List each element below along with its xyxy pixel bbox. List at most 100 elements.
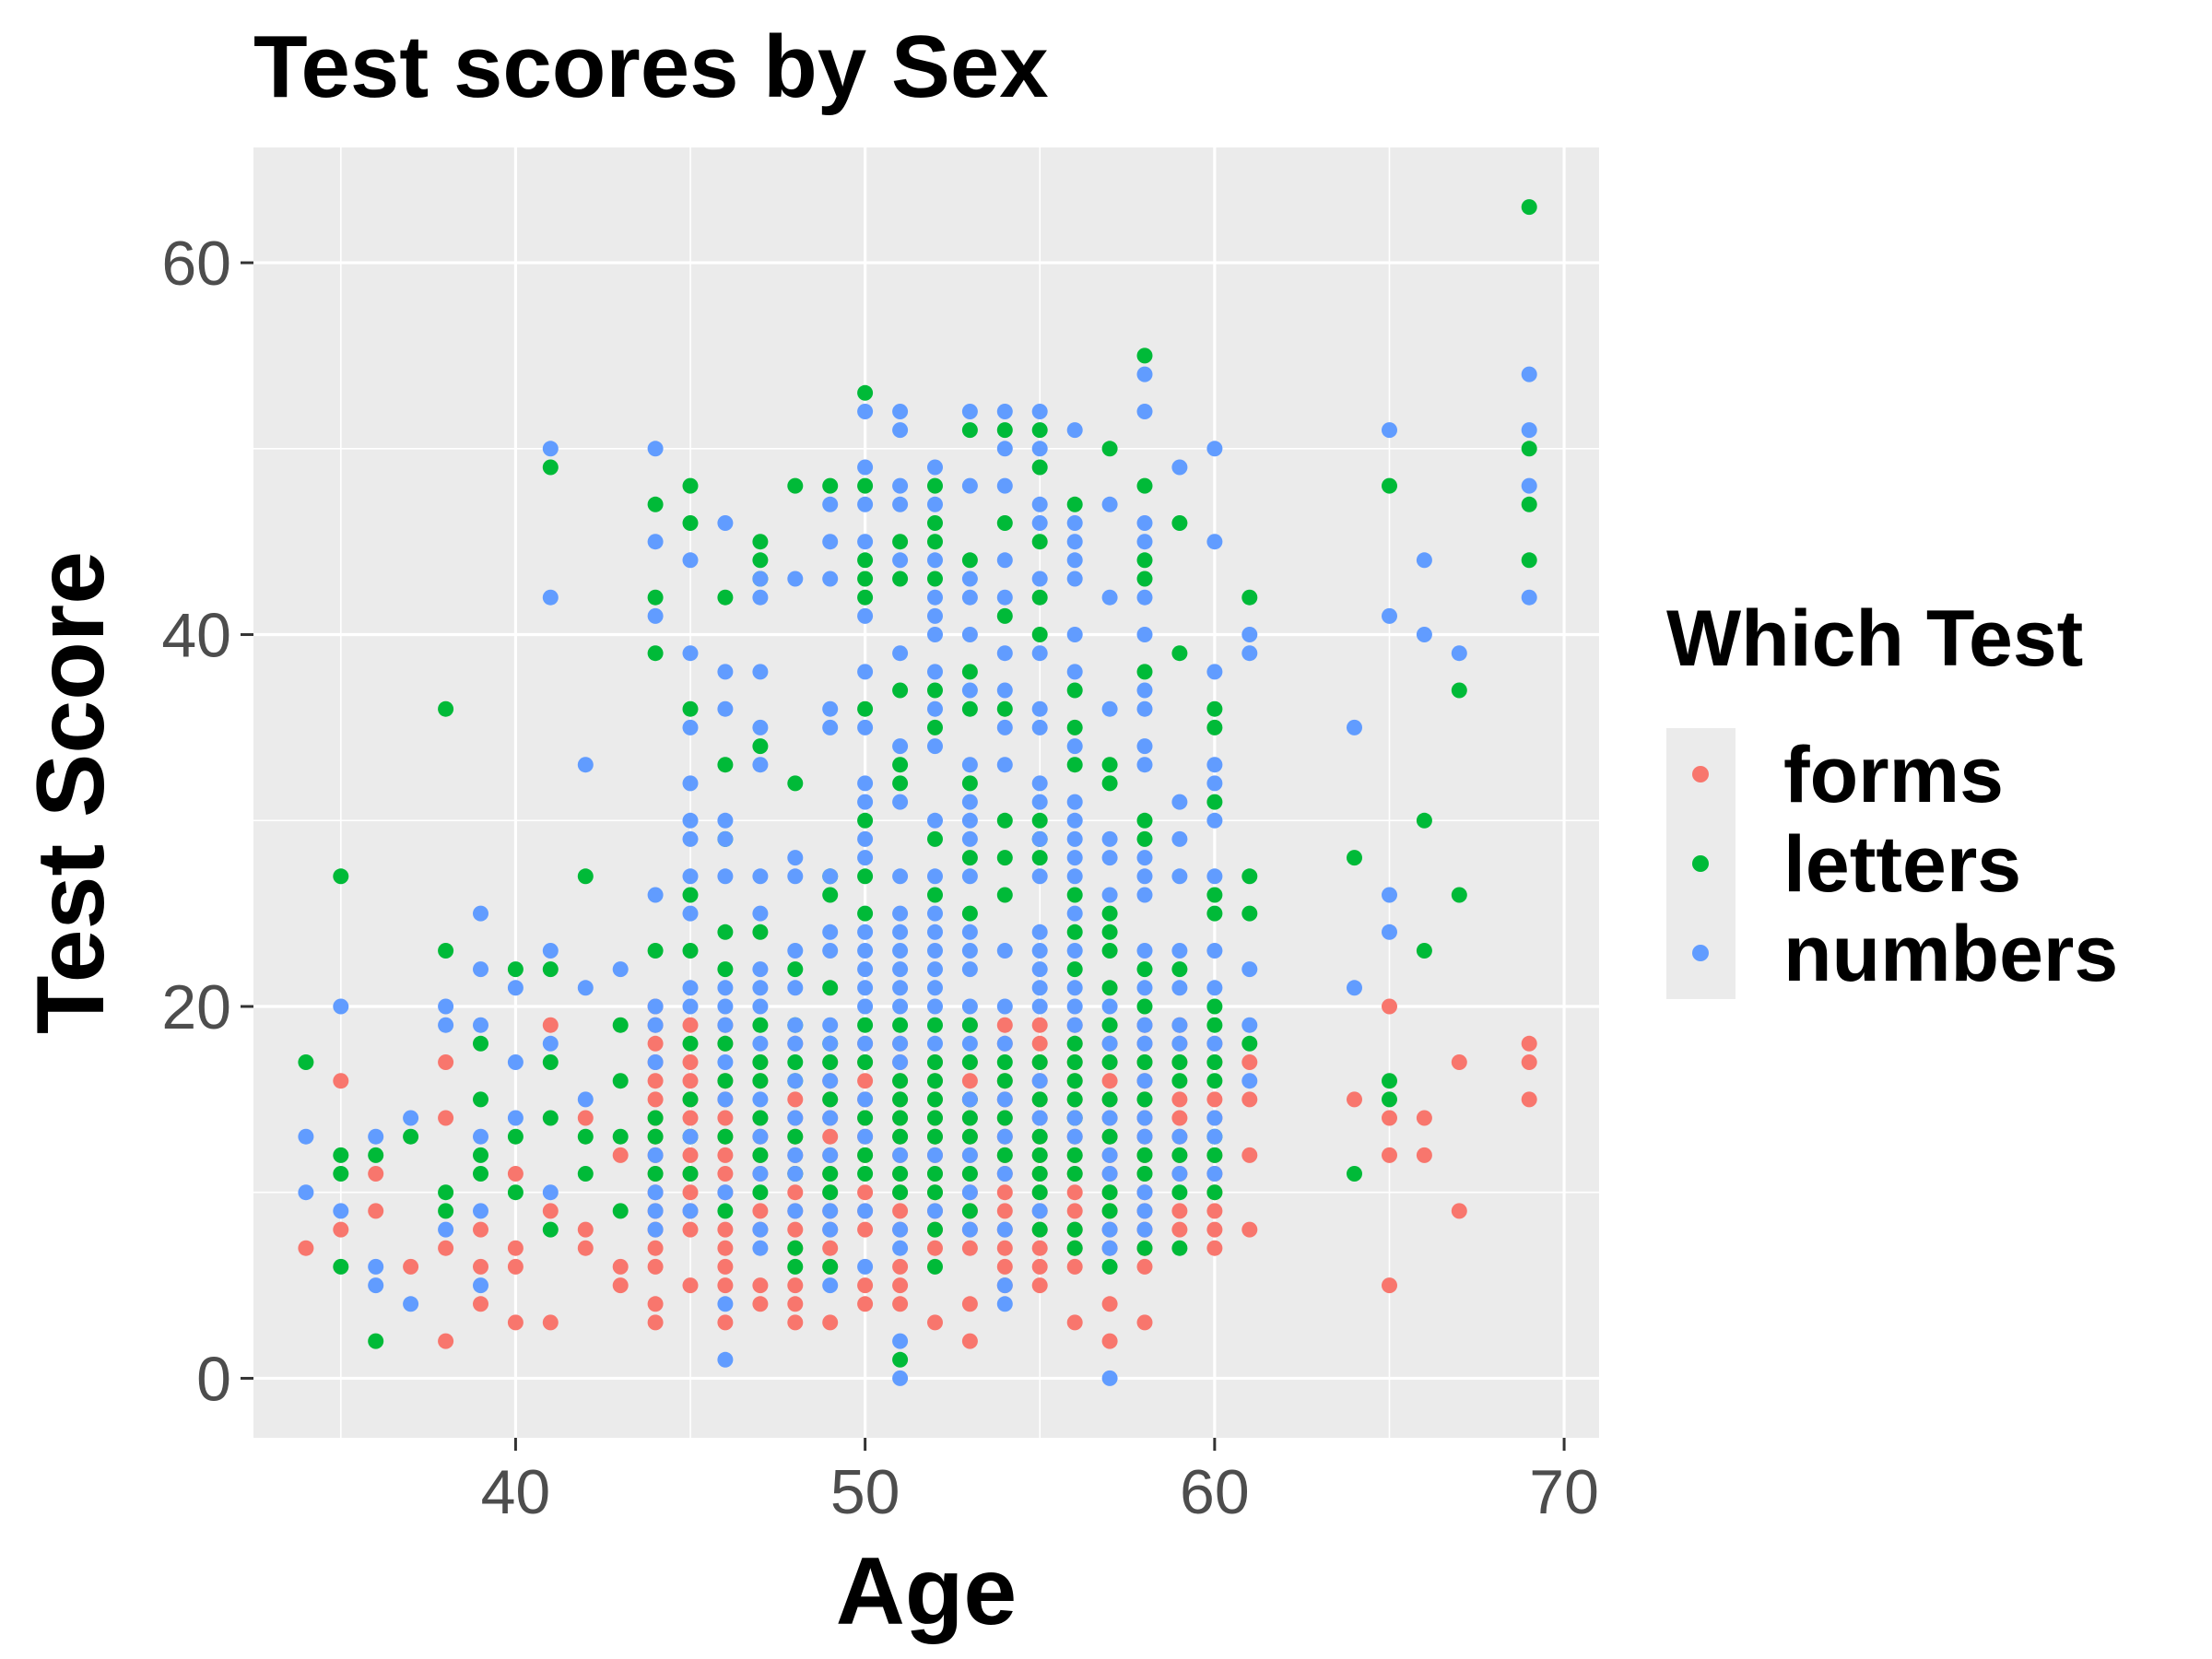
data-point (1066, 868, 1083, 885)
data-point (682, 775, 699, 792)
data-point (1206, 868, 1223, 885)
data-point (1101, 998, 1118, 1015)
data-point (787, 1258, 804, 1275)
y-axis: 0 20 40 60 (161, 229, 253, 1414)
data-point (403, 1258, 419, 1275)
data-point (717, 961, 734, 978)
data-point (822, 1240, 839, 1256)
data-point (927, 682, 943, 699)
data-point (1066, 961, 1083, 978)
data-point (927, 589, 943, 606)
data-point (927, 1240, 943, 1256)
data-point (682, 1203, 699, 1219)
data-point (787, 775, 804, 792)
data-point (473, 1203, 488, 1219)
data-point (1206, 998, 1223, 1015)
data-point (927, 1110, 943, 1126)
data-point (752, 664, 769, 680)
data-point (961, 1091, 978, 1108)
data-point (717, 1017, 734, 1033)
data-point (717, 1035, 734, 1052)
data-point (1136, 1203, 1153, 1219)
data-point (1521, 496, 1537, 512)
data-point (647, 1240, 664, 1256)
data-point (752, 1296, 769, 1312)
data-point (1451, 887, 1467, 903)
data-point (1101, 1054, 1118, 1070)
data-point (1241, 1091, 1258, 1108)
data-point (368, 1147, 384, 1163)
data-point (368, 1203, 384, 1219)
data-point (1031, 868, 1048, 885)
data-point (1136, 1184, 1153, 1201)
data-point (368, 1128, 384, 1145)
data-point (892, 1091, 909, 1108)
data-point (892, 1035, 909, 1052)
data-point (1066, 664, 1083, 680)
data-point (438, 998, 454, 1015)
data-point (1031, 1110, 1048, 1126)
data-point (647, 1221, 664, 1238)
data-point (822, 1258, 839, 1275)
data-point (961, 1073, 978, 1089)
data-point (717, 1073, 734, 1089)
data-point (438, 1333, 454, 1349)
data-point (717, 1221, 734, 1238)
data-point (1066, 1184, 1083, 1201)
data-point (682, 1017, 699, 1033)
data-point (927, 571, 943, 587)
data-point (996, 719, 1013, 735)
data-point (1206, 1110, 1223, 1126)
data-point (647, 1147, 664, 1163)
data-point (857, 1166, 874, 1182)
data-point (1241, 961, 1258, 978)
data-point (752, 924, 769, 940)
data-point (647, 943, 664, 959)
data-point (1171, 1110, 1188, 1126)
data-point (927, 812, 943, 829)
data-point (612, 1258, 629, 1275)
data-point (787, 961, 804, 978)
data-point (752, 738, 769, 755)
data-point (682, 1035, 699, 1052)
x-tick-label: 60 (1180, 1457, 1250, 1527)
data-point (1171, 1166, 1188, 1182)
data-point (752, 757, 769, 773)
data-point (682, 1147, 699, 1163)
data-point (1416, 943, 1432, 959)
data-point (927, 1017, 943, 1033)
data-point (647, 589, 664, 606)
data-point (473, 1221, 488, 1238)
data-point (857, 1110, 874, 1126)
data-point (1066, 682, 1083, 699)
data-point (857, 700, 874, 717)
data-point (1171, 459, 1188, 476)
data-point (1521, 552, 1537, 569)
data-point (927, 1054, 943, 1070)
data-point (368, 1258, 384, 1275)
data-point (647, 1035, 664, 1052)
data-point (1206, 812, 1223, 829)
data-point (1136, 1258, 1153, 1275)
legend-label-numbers: numbers (1783, 910, 2118, 998)
data-point (647, 1128, 664, 1145)
data-point (1136, 1314, 1153, 1331)
data-point (822, 1203, 839, 1219)
data-point (857, 980, 874, 996)
data-point (961, 627, 978, 642)
data-point (996, 998, 1013, 1015)
data-point (717, 924, 734, 940)
data-point (927, 1258, 943, 1275)
data-point (1382, 1091, 1397, 1108)
data-point (1206, 757, 1223, 773)
data-point (1347, 1091, 1362, 1108)
data-point (717, 1351, 734, 1368)
data-point (682, 1073, 699, 1089)
data-point (927, 924, 943, 940)
data-point (473, 1166, 488, 1182)
data-point (1416, 812, 1432, 829)
data-point (996, 1221, 1013, 1238)
data-point (892, 868, 909, 885)
data-point (1031, 627, 1048, 642)
